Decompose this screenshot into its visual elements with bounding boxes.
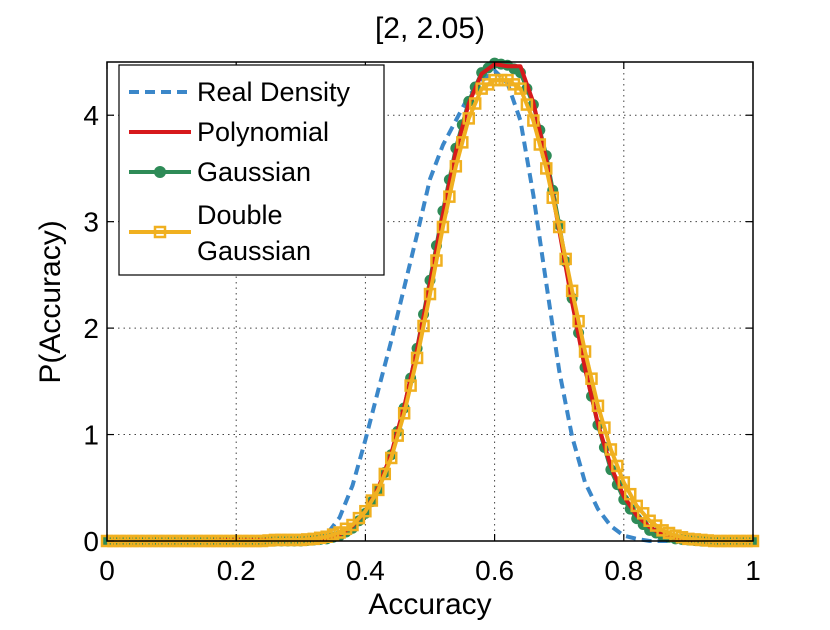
double-gaussian-point: [624, 487, 637, 501]
double-gaussian-point: [527, 114, 540, 127]
x-tick-label: 0.6: [475, 555, 514, 586]
double-gaussian-point: [417, 319, 430, 333]
double-gaussian-point: [630, 499, 643, 513]
double-gaussian-point: [359, 504, 372, 518]
double-gaussian-point: [436, 220, 450, 234]
double-gaussian-point: [410, 351, 424, 365]
double-gaussian-point: [372, 483, 385, 497]
x-tick-label: 0.2: [217, 555, 256, 586]
double-gaussian-point: [449, 160, 463, 173]
double-gaussian-point: [572, 314, 585, 328]
double-gaussian-point: [443, 190, 456, 203]
x-tick-label: 0: [99, 555, 115, 586]
double-gaussian-point: [585, 372, 598, 385]
double-gaussian-point: [275, 533, 288, 547]
double-gaussian-point: [604, 443, 618, 456]
double-gaussian-point: [281, 533, 295, 547]
double-gaussian-point: [617, 476, 631, 489]
double-gaussian-point: [514, 82, 527, 95]
double-gaussian-point: [397, 407, 411, 420]
legend-label-gaussian: Gaussian: [197, 157, 311, 187]
x-tick-label: 0.4: [346, 555, 385, 586]
y-tick-label: 0: [83, 526, 99, 557]
double-gaussian-point: [430, 254, 443, 267]
double-gaussian-point: [378, 467, 392, 481]
x-axis-label: Accuracy: [368, 588, 491, 621]
legend-marker-gaussian: [154, 166, 166, 178]
double-gaussian-point: [404, 379, 417, 392]
y-tick-label: 3: [83, 207, 99, 238]
double-gaussian-point: [688, 533, 702, 546]
double-gaussian-point: [656, 524, 669, 537]
axis-ticks: 0 0.2 0.4 0.6 0.8 1 0 1 2 3 4: [83, 62, 761, 586]
x-tick-label: 1: [745, 555, 761, 586]
double-gaussian-point: [365, 494, 379, 507]
double-gaussian-point: [423, 287, 437, 301]
double-gaussian-point: [675, 531, 689, 544]
double-gaussian-point: [636, 507, 650, 520]
double-gaussian-point: [695, 533, 708, 547]
double-gaussian-point: [288, 533, 301, 547]
double-gaussian-point: [488, 73, 501, 87]
double-gaussian-point: [468, 97, 482, 110]
y-tick-label: 2: [83, 313, 99, 344]
double-gaussian-point: [546, 191, 559, 204]
double-gaussian-point: [456, 136, 469, 149]
double-gaussian-point: [533, 138, 547, 151]
double-gaussian-point: [333, 526, 346, 539]
double-gaussian-point: [552, 220, 566, 234]
double-gaussian-point: [540, 162, 553, 175]
y-axis-label: P(Accuracy): [34, 220, 67, 383]
double-gaussian-point: [662, 526, 676, 540]
double-gaussian-point: [611, 459, 624, 473]
double-gaussian-point: [520, 98, 534, 111]
double-gaussian-point: [682, 532, 695, 546]
double-gaussian-point: [301, 533, 314, 546]
legend-label-polynomial: Polynomial: [197, 117, 329, 147]
y-tick-label: 1: [83, 420, 99, 451]
double-gaussian-point: [268, 533, 282, 547]
double-gaussian-point: [462, 112, 476, 125]
y-tick-label: 4: [83, 100, 99, 131]
double-gaussian-point: [384, 451, 398, 465]
double-gaussian-point: [391, 429, 404, 442]
legend-label-double-gaussian-line-1: Double: [197, 200, 283, 230]
legend: Real Density Polynomial Gaussian Double …: [118, 64, 385, 276]
double-gaussian-point: [313, 531, 327, 545]
legend-label-double-gaussian-line-2: Gaussian: [197, 236, 311, 266]
plot-frame: [106, 61, 754, 542]
double-gaussian-point: [346, 518, 359, 532]
chart-title: [2, 2.05): [375, 12, 485, 45]
double-gaussian-point: [352, 511, 366, 525]
double-gaussian-point: [559, 252, 572, 266]
double-gaussian-point: [294, 533, 308, 547]
double-gaussian-point: [578, 345, 592, 358]
legend-label-real-density: Real Density: [197, 77, 351, 107]
double-gaussian-point: [494, 73, 508, 87]
x-tick-label: 0.8: [604, 555, 643, 586]
double-gaussian-point: [326, 528, 340, 541]
double-gaussian-point: [598, 421, 611, 434]
double-gaussian-point: [591, 399, 605, 413]
double-gaussian-point: [339, 522, 353, 536]
double-gaussian-point: [565, 284, 579, 298]
double-gaussian-point: [307, 532, 320, 546]
legend-marker-double-gaussian: [153, 225, 167, 239]
